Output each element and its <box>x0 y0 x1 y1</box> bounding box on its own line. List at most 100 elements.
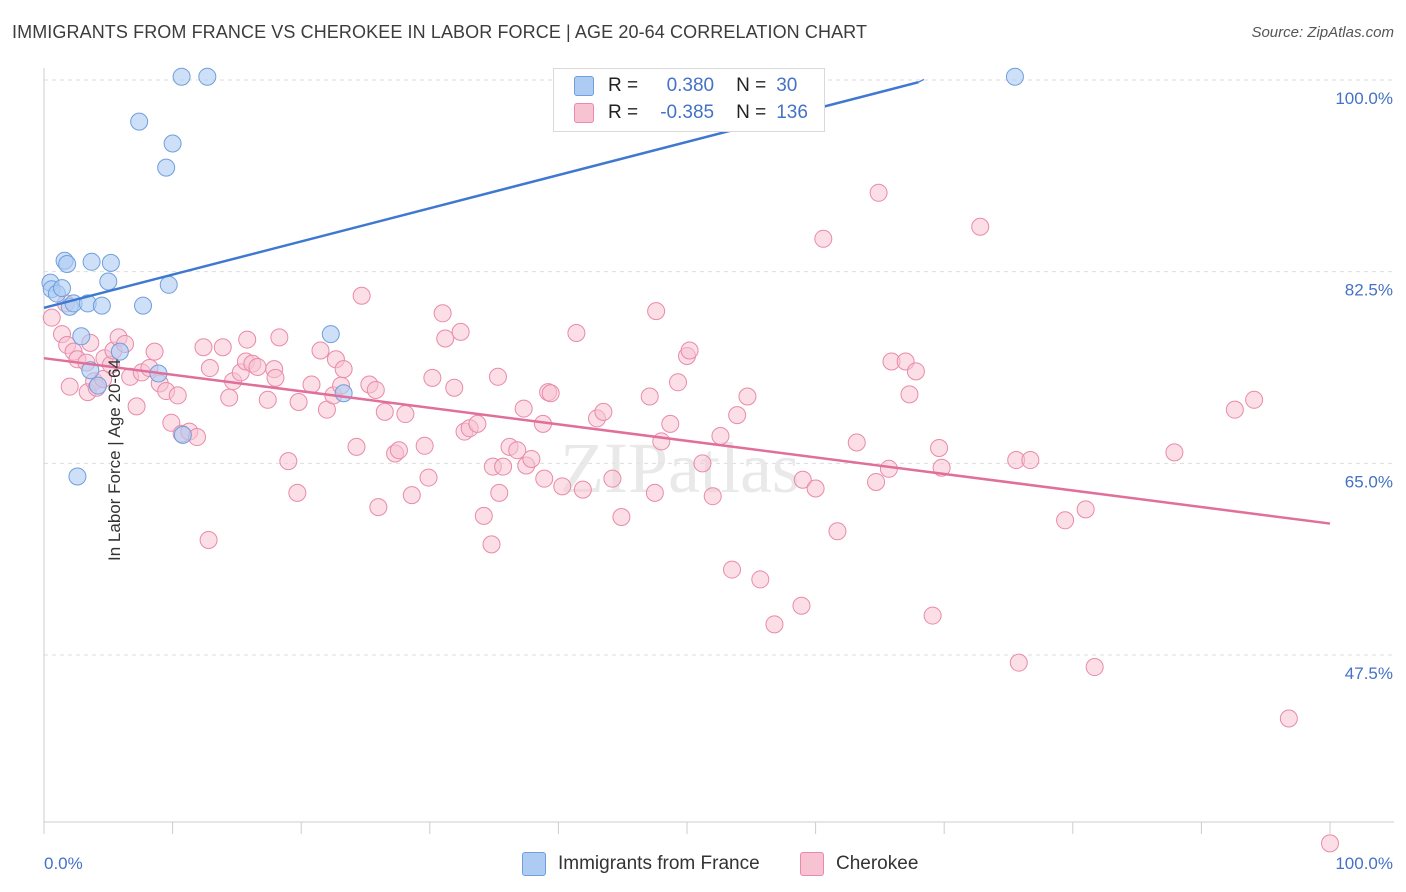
cherokee-point <box>668 373 687 392</box>
france-point <box>99 272 118 291</box>
cherokee-point <box>445 378 464 397</box>
source-label: Source: ZipAtlas.com <box>1251 24 1394 41</box>
pink-swatch <box>800 852 824 876</box>
cherokee-point <box>162 413 181 432</box>
y-tick-label: 82.5% <box>1345 281 1393 300</box>
cherokee-point <box>828 522 847 541</box>
cherokee-point <box>645 483 664 502</box>
cherokee-point <box>279 452 298 471</box>
cherokee-trend-line <box>43 356 1331 525</box>
cherokee-point <box>661 414 680 433</box>
cherokee-point <box>923 606 942 625</box>
tick-labels: 47.5% 65.0% 82.5% 100.0% 0.0% 100.0% <box>44 89 1393 873</box>
cherokee-point <box>423 368 442 387</box>
france-point <box>81 361 100 380</box>
cherokee-point <box>433 304 452 323</box>
cherokee-point <box>612 508 631 526</box>
cherokee-point <box>352 286 371 305</box>
cherokee-point <box>415 436 434 455</box>
cherokee-point <box>508 441 527 460</box>
x-tick-label: 100.0% <box>1335 854 1393 873</box>
cherokee-point <box>765 615 784 634</box>
cherokee-point <box>535 469 554 488</box>
legend-n-label: N = <box>736 75 767 96</box>
cherokee-point <box>1165 443 1184 462</box>
cherokee-point <box>42 308 61 327</box>
cherokee-point <box>1009 653 1028 672</box>
cherokee-point <box>723 560 742 579</box>
france-points <box>41 67 1024 486</box>
y-axis-label: In Labor Force | Age 20-64 <box>104 359 124 561</box>
cherokee-point <box>1085 658 1104 677</box>
cherokee-point <box>270 328 289 347</box>
cherokee-point <box>971 217 990 236</box>
cherokee-point <box>347 437 366 456</box>
cherokee-point <box>288 483 307 502</box>
bottom-legend-france: Immigrants from France <box>522 852 760 876</box>
cherokee-point <box>334 360 353 379</box>
watermark: ZIPatlas <box>560 428 800 508</box>
cherokee-point <box>199 531 218 549</box>
axes <box>43 68 1394 834</box>
cherokee-point <box>396 405 415 424</box>
y-tick-label: 47.5% <box>1345 664 1393 683</box>
france-point <box>159 275 178 294</box>
cherokee-point <box>266 368 285 387</box>
cherokee-point <box>594 402 613 421</box>
cherokee-point <box>60 377 79 396</box>
cherokee-point <box>814 229 833 248</box>
cherokee-point <box>869 183 888 202</box>
chart-title: IMMIGRANTS FROM FRANCE VS CHEROKEE IN LA… <box>12 22 868 42</box>
legend-n-label: N = <box>736 102 767 123</box>
cherokee-point <box>541 384 560 403</box>
cherokee-point <box>1225 400 1244 419</box>
cherokee-point <box>703 487 722 506</box>
legend-r-value: 0.380 <box>666 75 715 96</box>
cherokee-point <box>1076 500 1095 519</box>
legend-r-value: -0.385 <box>660 102 715 123</box>
cherokee-point <box>738 387 757 406</box>
france-point <box>130 112 149 131</box>
legend-r-label: R = <box>608 102 639 123</box>
france-point <box>110 342 129 361</box>
cherokee-point <box>906 362 925 381</box>
france-point <box>321 325 340 344</box>
cherokee-point <box>867 472 886 491</box>
cherokee-point <box>553 477 572 496</box>
cherokee-point <box>793 470 812 489</box>
bottom-legend-label: Cherokee <box>836 853 919 874</box>
cherokee-point <box>220 388 239 407</box>
cherokee-point <box>1279 709 1298 728</box>
france-point <box>198 67 217 86</box>
cherokee-point <box>474 506 493 525</box>
legend-n-value: 136 <box>776 102 808 123</box>
legend-row-cherokee: R = -0.385 N = 136 <box>574 100 808 126</box>
france-point <box>68 467 87 486</box>
cherokee-point <box>213 338 232 357</box>
cherokee-point <box>369 498 388 517</box>
cherokee-point <box>567 324 586 342</box>
cherokee-point <box>806 479 825 498</box>
cherokee-point <box>366 380 385 399</box>
cherokee-point <box>514 399 533 418</box>
cherokee-point <box>711 426 730 445</box>
france-point <box>53 279 72 298</box>
cherokee-point <box>436 329 455 348</box>
x-tick-label: 0.0% <box>44 854 83 873</box>
cherokee-point <box>1021 451 1040 470</box>
cherokee-point <box>468 414 487 433</box>
blue-swatch <box>522 852 546 876</box>
cherokee-point <box>289 393 308 411</box>
cherokee-point <box>930 439 949 457</box>
cherokee-point <box>522 449 541 468</box>
france-point <box>1005 67 1024 86</box>
cherokee-point <box>603 469 622 488</box>
cherokee-point <box>1056 511 1075 530</box>
y-tick-label: 65.0% <box>1345 472 1393 491</box>
bottom-legend-cherokee: Cherokee <box>800 852 918 876</box>
cherokee-point <box>494 457 513 476</box>
cherokee-point <box>482 535 501 554</box>
cherokee-point <box>145 342 164 361</box>
cherokee-point <box>751 570 770 589</box>
